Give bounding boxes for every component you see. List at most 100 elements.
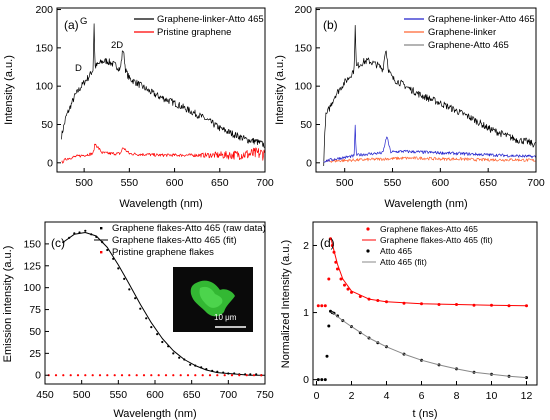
panel-c-series-3-point <box>150 374 153 377</box>
panel-d-legend-marker-3 <box>366 249 370 253</box>
panel-c-series-1-point <box>117 267 120 270</box>
panel-d-legend-label-2: Graphene flakes-Atto 465 (fit) <box>380 235 493 245</box>
panel-b-legend-label-1: Graphene-linker-Atto 465 <box>428 14 535 25</box>
panel-c-series-3-point <box>135 374 138 377</box>
panel-c-series-3-point <box>238 374 241 377</box>
panel-a-legend-label-2: Pristine graphene <box>157 27 231 38</box>
panel-a-ytick-label: 0 <box>47 157 53 169</box>
panel-b-xtick-label: 650 <box>479 177 497 189</box>
panel-b-series-3-line <box>323 124 536 163</box>
panel-a-xtick-label: 600 <box>166 177 184 189</box>
panel-c-series-3-point <box>91 374 94 377</box>
panel-d-series-1-point <box>336 267 339 271</box>
panel-a-annotation-d: D <box>75 63 82 74</box>
panel-c-series-1-point <box>161 340 164 344</box>
panel-c-ytick-label: 125 <box>23 260 41 272</box>
panel-c-series-3-point <box>128 374 131 377</box>
panel-a-xlabel: Wavelength (nm) <box>119 198 202 210</box>
panel-c-legend-label-1: Graphene flakes-Atto 465 (raw data) <box>112 223 266 234</box>
panel-d-xtick-label: 0 <box>314 390 320 402</box>
panel-b-xtick-label: 700 <box>527 177 545 189</box>
panel-c-series-1-point <box>172 352 175 355</box>
panel-a-legend: Graphene-linker-Atto 465 Pristine graphe… <box>134 14 264 38</box>
panel-c-series-3-point <box>98 374 102 377</box>
panel-c-plot-series <box>47 229 265 377</box>
panel-c-inset-image: 10 μm <box>173 267 253 332</box>
panel-d-plot-series <box>316 237 528 382</box>
panel-d-ytick-label: 0 <box>303 374 309 386</box>
panel-a-xtick-label: 500 <box>75 177 93 189</box>
panel-d-series-1-point <box>343 283 346 287</box>
panel-c-series-3-point <box>113 374 116 377</box>
panel-b-xlabel: Wavelength (nm) <box>384 198 467 210</box>
panel-b-plot-frame <box>315 7 537 173</box>
panel-d-xtick-label: 8 <box>454 390 460 402</box>
panel-a-annotation-g: G <box>80 16 87 27</box>
panel-c-series-3-point <box>54 374 58 377</box>
panel-c-series-1-point <box>189 363 192 366</box>
panel-a: 500 550 600 650 700 0 50 100 150 200 (a) D G 2D G… <box>3 4 274 210</box>
panel-a-ylabel: Intensity (a.u.) <box>3 55 15 125</box>
panel-c-legend-marker-1 <box>100 227 103 230</box>
panel-c-label: (c) <box>51 236 65 250</box>
panel-d-legend-label-1: Graphene flakes-Atto 465 <box>380 224 478 234</box>
panel-c-ytick-label: 50 <box>29 326 41 338</box>
panel-a-ytick-label: 100 <box>35 81 53 93</box>
panel-b-series-2-line <box>325 156 536 163</box>
panel-c-series-3-point <box>208 374 212 377</box>
panel-c-series-3-point <box>172 374 175 377</box>
panel-a-ticks: 500 550 600 650 700 0 50 100 150 200 <box>35 4 273 189</box>
panel-c-series-3-point <box>179 374 182 377</box>
panel-c-ticks: 450 500 550 600 650 700 750 0 25 50 75 100 125 150 <box>23 238 273 401</box>
panel-c-ytick-label: 0 <box>35 370 41 382</box>
panel-c-ylabel: Emission intensity (a.u.) <box>2 246 14 363</box>
panel-c-xtick-label: 600 <box>146 389 164 401</box>
panel-a-series-2-line <box>61 143 265 164</box>
panel-d-legend-label-4: Atto 465 (fit) <box>380 257 427 267</box>
panel-a-legend-label-1: Graphene-linker-Atto 465 <box>157 14 264 25</box>
panel-d-series-1-point <box>346 287 350 291</box>
panel-d-xtick-label: 12 <box>521 390 533 402</box>
panel-c-series-3-point <box>120 374 124 377</box>
panel-d-xtick-label: 10 <box>486 390 498 402</box>
panel-c-inset-scale-label: 10 μm <box>214 313 237 322</box>
panel-c-series-3-point <box>223 374 226 377</box>
panel-b-ytick-label: 100 <box>294 81 312 93</box>
panel-d-ylabel: Normalized Intensity (a.u.) <box>280 240 292 368</box>
panel-c-series-1-point <box>178 356 181 359</box>
panel-d-series-3-point <box>323 378 327 382</box>
panel-b-xtick-label: 500 <box>336 177 354 189</box>
panel-a-ytick-label: 50 <box>41 119 53 131</box>
panel-c-series-3-point <box>76 374 80 377</box>
panel-d-ytick-label: 2 <box>303 240 309 252</box>
panel-c-series-3-point <box>230 374 234 377</box>
panel-b-legend-label-2: Graphene-linker <box>428 27 496 38</box>
panel-b-ticks: 500 550 600 650 700 0 50 100 150 200 <box>294 4 544 189</box>
panel-a-xtick-label: 650 <box>211 177 229 189</box>
panel-b-series-1-line <box>323 24 536 167</box>
panel-c-series-1-point <box>134 297 137 300</box>
panel-c-series-3-point <box>164 374 168 377</box>
panel-b-ylabel: Intensity (a.u.) <box>274 55 286 125</box>
panel-c-series-3-point <box>84 374 87 377</box>
panel-a-ytick-label: 150 <box>35 42 53 54</box>
panel-c-xtick-label: 750 <box>256 389 274 401</box>
panel-c-series-3-point <box>69 374 72 377</box>
panel-d-xtick-label: 2 <box>349 390 355 402</box>
panel-a-xtick-label: 700 <box>256 177 274 189</box>
panel-c-series-3-point <box>216 374 219 377</box>
panel-d-series-1-point <box>323 304 327 308</box>
panel-c-series-3-point <box>186 374 190 377</box>
panel-d-series-3-point <box>325 354 329 358</box>
panel-c-series-1-point <box>106 248 109 252</box>
panel-b-xtick-label: 550 <box>384 177 402 189</box>
panel-c-series-1-point <box>123 277 126 280</box>
panel-b-ytick-label: 200 <box>294 4 312 16</box>
panel-c-series-3-point <box>106 374 109 377</box>
panel-a-xtick-label: 550 <box>121 177 139 189</box>
panel-d-xtick-label: 4 <box>384 390 390 402</box>
panel-c-series-1-point <box>84 229 87 232</box>
